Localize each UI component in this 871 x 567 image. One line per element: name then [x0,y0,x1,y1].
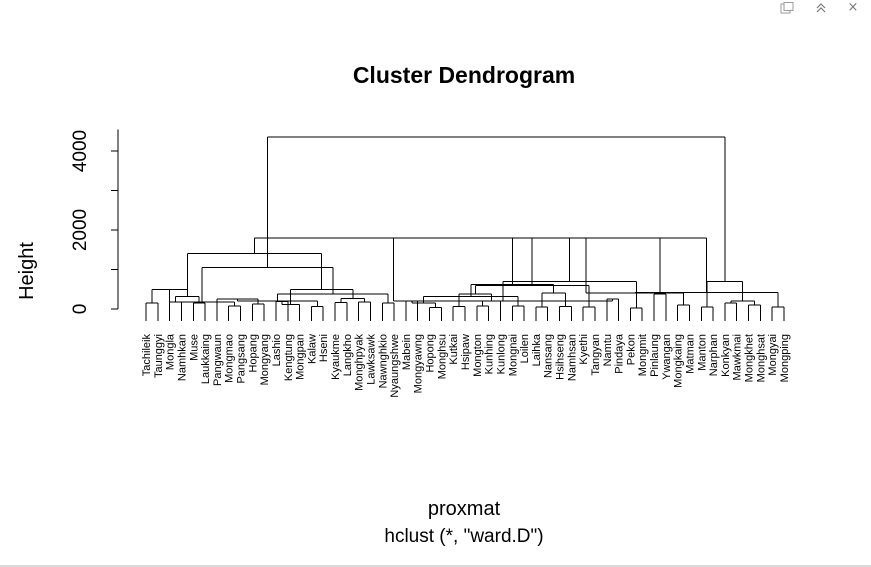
leaf-label: Hsihseng [555,334,567,380]
leaf-label: Mongping [779,334,791,382]
leaf-label: Namtu [602,334,614,366]
y-axis: 0 2000 4000 [70,129,119,315]
leaf-label: Ywangan [661,334,673,380]
leaf-label: Matman [684,334,696,374]
leaf-label: Hopong [425,334,437,373]
leaf-label: Pinlaung [649,334,661,377]
leaf-label: Kyaukme [330,334,342,380]
leaf-label: Lawksawk [365,334,377,385]
leaf-label: Mongton [472,334,484,377]
y-tick-label: 0 [70,304,91,315]
leaf-label: Kyethi [578,334,590,365]
leaf-label: Namhkan [176,334,188,381]
leaf-label: Nawnghkio [377,334,389,388]
leaf-label: Pekon [625,334,637,365]
close-icon[interactable]: × [847,0,859,15]
leaf-label: Mongla [165,333,177,370]
leaf-label: Manton [696,334,708,371]
y-tick-label: 2000 [70,209,91,251]
leaf-label: Monghsat [755,334,767,382]
leaf-label: Mongnai [507,334,519,376]
leaf-label: Mongmit [637,334,649,376]
leaf-label: Monghpyak [354,334,366,391]
leaf-label: Hseni [318,334,330,362]
leaf-label: Langkho [342,334,354,376]
leaf-label: Mawkmai [732,334,744,380]
leaf-label: Kunlong [495,334,507,374]
leaf-label: Taunggyi [153,334,165,378]
leaf-label: Konkyan [720,334,732,377]
y-axis-label: Height [16,242,38,300]
leaf-label: Mabein [401,334,413,370]
leaf-label: Kunhing [484,334,496,374]
leaf-label: Narphan [708,334,720,376]
leaf-label: Kengtung [283,334,295,381]
window-bottom-border [0,565,871,567]
x-axis-label: proxmat [428,498,501,520]
collapse-icon[interactable] [811,0,831,16]
leaf-label: Hopang [247,334,259,373]
leaf-label: Pangwaun [212,334,224,386]
leaf-label: Nansang [543,334,555,378]
leaf-label: Tachileik [141,334,153,377]
chart-title: Cluster Dendrogram [353,62,575,88]
leaf-label: Monghsu [436,334,448,379]
leaf-label: Mongyai [767,334,779,376]
leaf-label: Pangsang [236,334,248,384]
leaf-label: Kutkai [448,334,460,365]
leaf-label: Laihka [531,333,543,366]
leaf-label: Lashio [271,334,283,366]
y-tick-label: 4000 [70,130,91,172]
leaf-label: Pindaya [614,333,626,374]
leaf-label: Loilen [519,334,531,363]
leaf-label: Tangyan [590,334,602,376]
leaf-label: Muse [188,334,200,361]
leaf-label: Hsipaw [460,334,472,370]
leaf-label: Mongyang [259,334,271,385]
chart-subtitle: hclust (*, "ward.D") [384,526,543,547]
leaf-label: Mongkhet [744,334,756,382]
leaf-label: Mongkaing [673,334,685,388]
leaf-label: Mongyawng [413,334,425,393]
leaf-label: Laukkaing [200,334,212,384]
dendrogram-branches [145,136,785,321]
leaf-label: Nyaungshwe [389,334,401,398]
leaf-label: Mongmao [224,334,236,383]
leaf-label: Kalaw [306,334,318,364]
leaf-labels: Tachileik Taunggyi Mongla Namhkan Muse Laukka… [141,333,791,397]
leaf-label: Namhsan [566,334,578,381]
leaf-label: Mongpan [295,334,307,380]
export-icon[interactable] [777,0,797,16]
